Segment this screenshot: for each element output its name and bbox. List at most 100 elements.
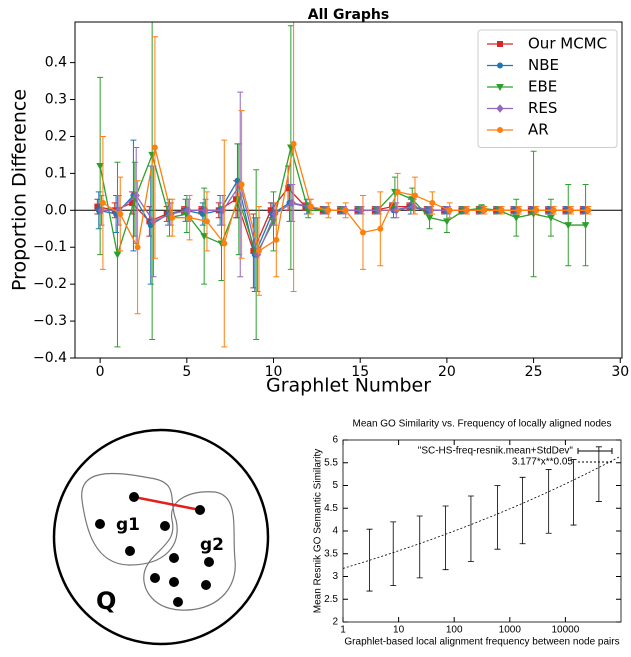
x-tick-label: 10000	[551, 625, 579, 636]
series-line	[99, 147, 586, 257]
marker	[132, 191, 140, 200]
x-tick-label: 100	[446, 625, 463, 636]
marker	[516, 207, 523, 214]
marker	[96, 163, 104, 171]
marker	[425, 214, 434, 222]
chart-title: All Graphs	[308, 7, 389, 23]
x-tick-label: 5	[182, 364, 191, 380]
y-tick-label: 5.5	[324, 457, 338, 468]
legend-box	[477, 29, 618, 148]
y-tick-label: 3	[332, 571, 338, 582]
marker	[290, 140, 297, 147]
marker	[429, 199, 436, 206]
legend-sample	[577, 448, 613, 454]
legend-label: "SC-HS-freq-resnik.mean+StdDev"	[418, 446, 574, 457]
q-circle	[52, 428, 270, 646]
node	[169, 553, 179, 563]
x-tick-label: 20	[438, 364, 456, 380]
error-bar	[570, 459, 577, 526]
y-tick-label: 3.5	[324, 548, 338, 559]
marker	[99, 199, 106, 206]
series-line	[102, 143, 589, 252]
chart-title: Mean GO Similarity vs. Frequency of loca…	[352, 419, 611, 430]
y-tick-label: 0.0	[45, 202, 67, 218]
legend-label: AR	[528, 121, 549, 139]
x-tick-label: 25	[525, 364, 543, 380]
marker	[117, 211, 124, 217]
x-tick-label: 1000	[499, 625, 522, 636]
node	[169, 577, 179, 587]
x-tick-label: 30	[611, 364, 629, 380]
marker	[533, 207, 540, 214]
marker	[255, 247, 262, 254]
legend-label: NBE	[528, 56, 559, 74]
marker	[498, 207, 505, 214]
marker	[113, 251, 122, 259]
marker	[568, 207, 575, 214]
y-tick-label: 0.2	[45, 128, 67, 144]
marker	[581, 222, 590, 230]
marker	[325, 207, 332, 214]
plot-area	[343, 446, 621, 592]
marker	[464, 207, 471, 214]
plot-frame	[74, 21, 623, 359]
node	[129, 492, 139, 502]
y-axis-label: Mean Resnik GO Semantic Similarity	[313, 449, 324, 614]
marker	[238, 181, 245, 188]
x-axis-label: Graphlet-based local alignment frequency…	[344, 637, 619, 648]
y-tick-label: −0.4	[33, 350, 67, 366]
x-axis-label: Graphlet Number	[266, 375, 431, 397]
error-bar	[416, 515, 423, 579]
error-bar	[442, 505, 449, 571]
g1-outline	[81, 472, 178, 566]
legend-label: 3.177*x**0.05	[512, 457, 574, 468]
x-tick-label: 10	[393, 625, 405, 636]
node-label: g2	[200, 535, 224, 555]
error-bar	[545, 469, 552, 534]
marker	[169, 214, 176, 221]
legend-label: RES	[528, 99, 557, 117]
x-tick-label: 15	[351, 364, 369, 380]
nodes	[95, 492, 214, 607]
node-label: g1	[116, 515, 140, 535]
plot-area	[94, 22, 592, 348]
node	[160, 521, 170, 531]
error-bar	[595, 446, 602, 502]
marker	[585, 207, 592, 214]
y-tick-label: 4.5	[324, 503, 338, 514]
marker	[550, 207, 557, 214]
marker	[151, 144, 158, 151]
marker	[200, 233, 209, 241]
y-tick-label: 6	[332, 435, 338, 446]
y-tick-label: 2.5	[324, 594, 338, 605]
marker	[203, 218, 210, 225]
marker	[359, 229, 366, 236]
y-tick-label: 5	[332, 480, 338, 491]
legend-label: Our MCMC	[528, 35, 607, 53]
x-tick-label: 0	[96, 364, 105, 380]
marker	[496, 104, 504, 113]
node	[201, 580, 211, 590]
marker	[411, 192, 418, 199]
legend-label: EBE	[528, 78, 557, 96]
marker	[221, 240, 228, 247]
g2-outline	[143, 491, 236, 611]
marker	[547, 214, 555, 222]
marker	[481, 207, 488, 214]
node	[195, 505, 205, 515]
error-bar	[467, 495, 474, 562]
marker	[496, 84, 504, 92]
error-bar	[390, 521, 397, 586]
marker	[564, 222, 573, 230]
diagram: g1 g2 Q	[52, 428, 270, 646]
marker	[497, 41, 503, 47]
error-bar	[494, 485, 501, 550]
marker	[342, 207, 349, 214]
y-tick-label: −0.1	[33, 239, 67, 255]
marker	[377, 225, 384, 232]
marker	[273, 236, 280, 243]
node	[204, 557, 214, 567]
node	[95, 519, 105, 529]
fit-curve	[343, 455, 621, 569]
